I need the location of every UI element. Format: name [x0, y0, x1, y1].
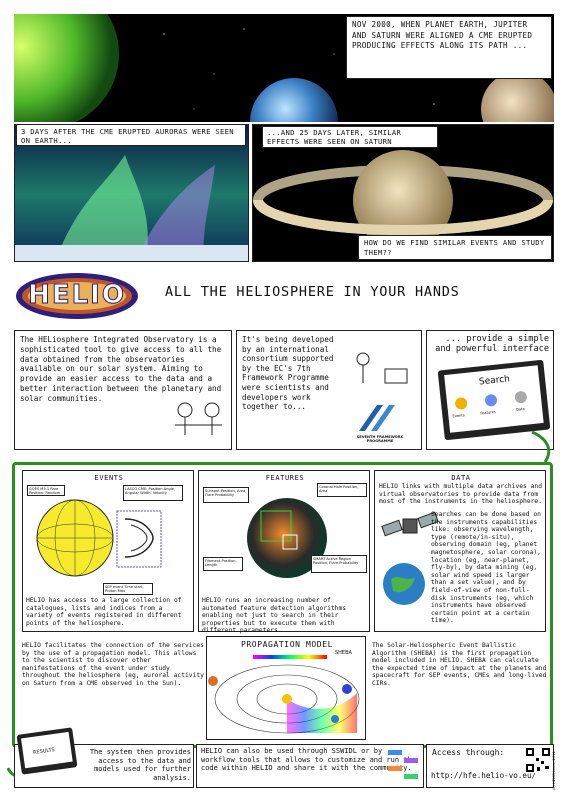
events-illustration [36, 499, 162, 577]
search-option-features[interactable]: Features [480, 409, 496, 416]
satellite-drawing [381, 511, 439, 537]
developers-drawing [356, 352, 408, 384]
events-description: HELIO has access to a large collection o… [26, 597, 182, 627]
events-card-top-right: LASCO CME: Position Angle, Angular Width… [123, 485, 183, 501]
access-label: Access through: [432, 748, 505, 757]
intro-description: The HELiosphere Integrated Observatory i… [14, 330, 232, 450]
propagation-title: PROPAGATION MODEL [240, 640, 334, 649]
fp7-logo [359, 405, 395, 431]
caption-question: HOW DO WE FIND SIMILAR EVENTS AND STUDY … [358, 235, 552, 260]
features-card-coronal-hole: Coronal Hole Position, Area [317, 483, 367, 497]
features-card-active-region: SMART Active Region Position, Flare Prob… [311, 555, 367, 573]
logo-text: HELIO [28, 280, 126, 311]
credit-text: (c) HELIO team, 2011 [552, 751, 556, 790]
search-option-events[interactable]: Events [452, 413, 465, 419]
workflow-diagram-icon [384, 748, 420, 784]
space-illustration [14, 14, 554, 122]
saturn-planet-small [208, 676, 218, 686]
events-card-top-left: GOES M5.1 flare Position: Random [27, 485, 65, 496]
results-laptop-drawing: RESULTS [16, 727, 78, 775]
results-panel: RESULTS The system then provides access … [14, 727, 194, 788]
caption-nov-2000: NOV 2000, WHEN PLANET EARTH, JUPITER AND… [346, 16, 552, 79]
data-description-2: Searches can be done based on the instru… [431, 511, 541, 625]
propagation-diagram [214, 655, 360, 734]
comic-aurora-panel [14, 124, 249, 262]
access-panel: Access through: http://hfe.helio-vo.eu/ [426, 744, 554, 788]
features-title: FEATURES [265, 474, 305, 482]
scientists-drawing [170, 400, 230, 448]
features-description: HELIO runs an increasing number of autom… [202, 597, 347, 635]
propagation-right-text: The Solar-Heliospheric Event Ballistic A… [372, 642, 547, 687]
qr-code-icon[interactable] [525, 747, 551, 773]
events-title: EVENTS [94, 474, 124, 482]
propagation-model-panel: PROPAGATION MODEL SHEBA [206, 636, 366, 740]
search-label[interactable]: Search [478, 374, 511, 388]
fp7-label: SEVENTH FRAMEWORK PROGRAMME [356, 435, 404, 444]
access-url[interactable]: http://hfe.helio-vo.eu/ [431, 771, 537, 780]
jupiter-image [481, 71, 554, 122]
data-title: DATA [451, 474, 471, 482]
helio-logo: HELIO [12, 270, 142, 322]
earth-data-image [383, 563, 425, 605]
events-card-bottom: SEP event Time start, Proton Max [103, 583, 153, 595]
consortium-text: It's being developed by an international… [242, 335, 334, 412]
data-description-1: HELIO links with multiple data archives … [379, 483, 543, 506]
results-label[interactable]: RESULTS [32, 746, 56, 756]
intro-consortium: It's being developed by an international… [236, 330, 422, 450]
page-tagline: ALL THE HELIOSPHERE IN YOUR HANDS [165, 284, 460, 300]
search-option-events-icon[interactable] [454, 396, 468, 411]
jupiter-planet-small [342, 684, 352, 694]
aurora-illustration [15, 125, 248, 261]
analysis-text: The system then provides access to the d… [89, 748, 191, 782]
features-card-filament: Filament Position, Length [203, 557, 243, 571]
intro-interface: ... provide a simple and powerful interf… [426, 330, 554, 450]
search-option-data[interactable]: Data [515, 406, 525, 412]
workflow-text: HELIO can also be used through SSWIDL or… [196, 744, 424, 788]
caption-auroras: 3 DAYS AFTER THE CME ERUPTED AURORAS WER… [16, 124, 246, 146]
search-option-data-icon[interactable] [514, 390, 528, 404]
earth-image [250, 78, 338, 122]
events-panel: EVENTS GOES M5.1 flare Position: Random … [22, 470, 194, 632]
interface-text: ... provide a simple and powerful interf… [435, 334, 549, 354]
propagation-left-text: HELIO facilitates the connection of the … [22, 642, 204, 687]
data-panel: DATA HELIO links with multiple data arch… [374, 470, 546, 632]
features-panel: FEATURES Sunspot Position, Area, Flare P… [198, 470, 370, 635]
tablet-drawing: Search Events Features Data [437, 359, 551, 441]
features-illustration [247, 498, 327, 578]
search-option-features-icon[interactable] [484, 393, 498, 407]
sun-image [14, 14, 119, 122]
propagation-model-label: SHEBA [335, 650, 352, 656]
caption-saturn: ...AND 25 DAYS LATER, SIMILAR EFFECTS WE… [262, 126, 438, 148]
features-card-sunspot: Sunspot Position, Area, Flare Probabilit… [203, 487, 249, 503]
saturn-illustration [253, 150, 553, 250]
